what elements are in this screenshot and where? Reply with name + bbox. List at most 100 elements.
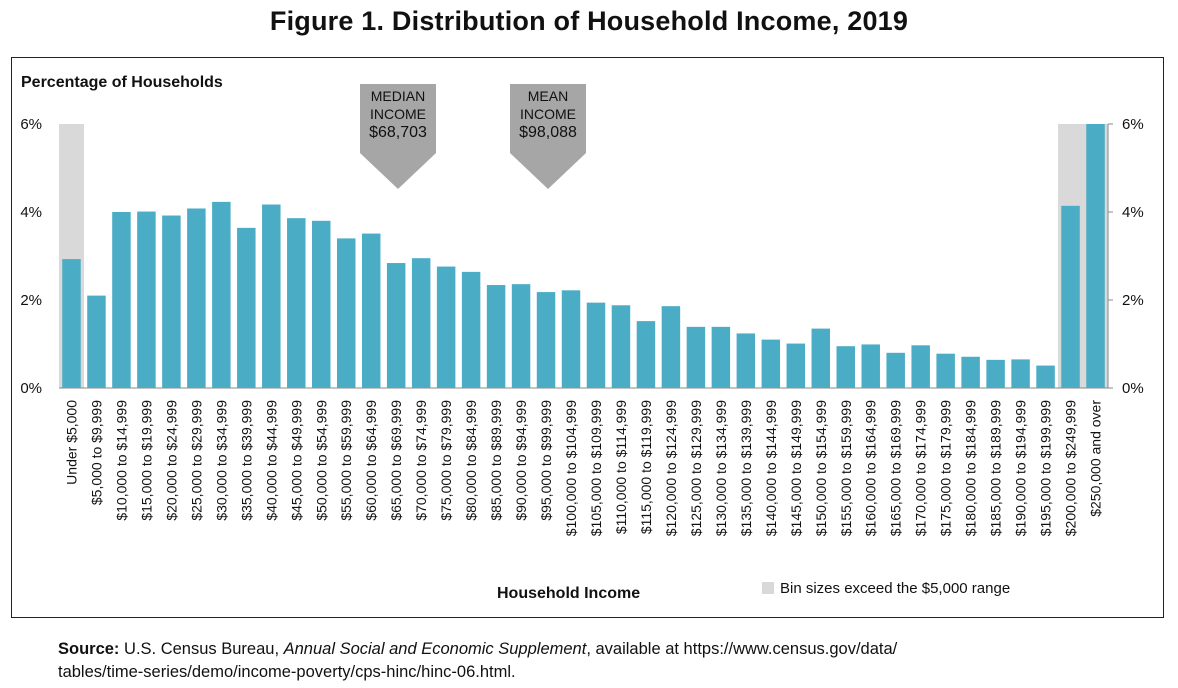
callout-text: MEAN xyxy=(528,88,568,104)
bar xyxy=(686,326,706,388)
x-tick-label: $135,000 to $139,999 xyxy=(738,400,754,536)
bar xyxy=(961,356,980,388)
bar xyxy=(1086,124,1105,388)
bar xyxy=(62,259,81,388)
x-tick-label: $175,000 to $179,999 xyxy=(938,400,954,536)
bar xyxy=(137,211,156,388)
bar xyxy=(911,345,930,388)
source-note: Source: U.S. Census Bureau, Annual Socia… xyxy=(58,638,1158,684)
bar xyxy=(411,258,431,388)
x-tick-label: $80,000 to $84,999 xyxy=(463,400,479,521)
x-tick-label: $90,000 to $94,999 xyxy=(513,400,529,521)
x-axis-title: Household Income xyxy=(497,585,641,602)
y-tick-label-left: 4% xyxy=(20,204,42,221)
x-tick-label: $200,000 to $249,999 xyxy=(1063,400,1079,536)
callout-arrow xyxy=(510,84,586,189)
bar xyxy=(936,353,955,388)
callout-text: INCOME xyxy=(370,106,426,122)
callout-text: $68,703 xyxy=(369,124,427,141)
x-tick-label: $105,000 to $109,999 xyxy=(588,400,604,536)
x-tick-label: $165,000 to $169,999 xyxy=(888,400,904,536)
bar xyxy=(636,321,656,388)
bar xyxy=(536,292,556,388)
x-tick-label: $95,000 to $99,999 xyxy=(538,400,554,521)
x-tick-label: $30,000 to $34,999 xyxy=(213,400,229,521)
y-tick-label-left: 0% xyxy=(20,380,42,397)
y-tick-label-right: 2% xyxy=(1122,292,1144,309)
figure-title: Figure 1. Distribution of Household Inco… xyxy=(269,6,909,36)
legend: Bin sizes exceed the $5,000 range xyxy=(762,580,1010,597)
x-tick-label: $125,000 to $129,999 xyxy=(688,400,704,536)
bar xyxy=(87,295,106,388)
x-tick-label: $70,000 to $74,999 xyxy=(413,400,429,521)
source-url-line2: tables/time-series/demo/income-poverty/c… xyxy=(58,663,516,681)
bar xyxy=(661,306,681,388)
bar xyxy=(886,352,905,388)
bar xyxy=(986,359,1005,388)
source-label: Source: xyxy=(58,640,120,658)
bar xyxy=(1011,359,1030,388)
bar xyxy=(212,201,231,388)
bar xyxy=(336,238,356,388)
y-tick-label-left: 2% xyxy=(20,292,42,309)
bar xyxy=(1061,205,1080,388)
bar xyxy=(561,290,581,388)
bar xyxy=(736,333,756,388)
bar xyxy=(836,346,855,388)
x-tick-label: $10,000 to $14,999 xyxy=(113,400,129,521)
callout-text: $98,088 xyxy=(519,124,577,141)
x-tick-label: $145,000 to $149,999 xyxy=(788,400,804,536)
legend-text: Bin sizes exceed the $5,000 range xyxy=(780,580,1011,597)
bar xyxy=(461,271,481,388)
callout-text: INCOME xyxy=(520,106,576,122)
x-tick-label: $15,000 to $19,999 xyxy=(138,400,154,521)
bar xyxy=(711,326,731,388)
bar xyxy=(262,204,281,388)
x-tick-label: $55,000 to $59,999 xyxy=(338,400,354,521)
x-tick-label: $65,000 to $69,999 xyxy=(388,400,404,521)
bar xyxy=(112,212,131,388)
x-tick-label: $50,000 to $54,999 xyxy=(313,400,329,521)
x-tick-label: $120,000 to $124,999 xyxy=(663,400,679,536)
source-rest: , available at https://www.census.gov/da… xyxy=(586,640,898,658)
x-tick-label: $115,000 to $119,999 xyxy=(638,400,654,534)
bar xyxy=(187,208,206,388)
x-tick-label: $85,000 to $89,999 xyxy=(488,400,504,521)
x-tick-label: $35,000 to $39,999 xyxy=(238,400,254,521)
bar xyxy=(287,218,306,388)
x-tick-label: $75,000 to $79,999 xyxy=(438,400,454,521)
bar xyxy=(386,263,406,388)
x-tick-label: $130,000 to $134,999 xyxy=(713,400,729,536)
x-tick-label: $20,000 to $24,999 xyxy=(163,400,179,521)
bar xyxy=(486,285,506,388)
bar xyxy=(1036,365,1055,388)
callout-text: MEDIAN xyxy=(371,88,425,104)
chart-frame: 0% 0% 2% 2% 4% 4% 6% 6% Under $5,000 $5,000 to $9… xyxy=(11,57,1164,618)
callout-arrow xyxy=(360,84,436,189)
bar xyxy=(312,220,331,388)
legend-swatch xyxy=(762,582,774,594)
x-tick-label: $25,000 to $29,999 xyxy=(188,400,204,521)
bar xyxy=(162,215,181,388)
x-tick-label: $250,000 and over xyxy=(1088,400,1104,517)
y-tick-label-right: 4% xyxy=(1122,204,1144,221)
x-tick-label: Under $5,000 xyxy=(63,400,79,485)
bar-chart: 0% 0% 2% 2% 4% 4% 6% 6% Under $5,000 $5,000 to $9… xyxy=(20,84,1144,536)
x-tick-label: $100,000 to $104,999 xyxy=(563,400,579,536)
x-tick-label: $180,000 to $184,999 xyxy=(963,400,979,536)
bar xyxy=(586,302,606,388)
bar xyxy=(436,266,456,388)
bar xyxy=(786,343,806,388)
bar xyxy=(511,284,531,388)
x-tick-label: $140,000 to $144,999 xyxy=(763,400,779,536)
x-tick-label: $185,000 to $189,999 xyxy=(988,400,1004,536)
y-tick-label-right: 6% xyxy=(1122,116,1144,133)
x-tick-label: $155,000 to $159,999 xyxy=(838,400,854,536)
x-tick-label: $5,000 to $9,999 xyxy=(88,400,104,505)
x-tick-label: $195,000 to $199,999 xyxy=(1038,400,1054,536)
x-tick-label: $190,000 to $194,999 xyxy=(1013,400,1029,536)
source-org: U.S. Census Bureau, xyxy=(124,640,280,658)
x-tick-label: $110,000 to $114,999 xyxy=(613,400,629,534)
bar xyxy=(361,233,381,388)
bar xyxy=(811,328,831,388)
